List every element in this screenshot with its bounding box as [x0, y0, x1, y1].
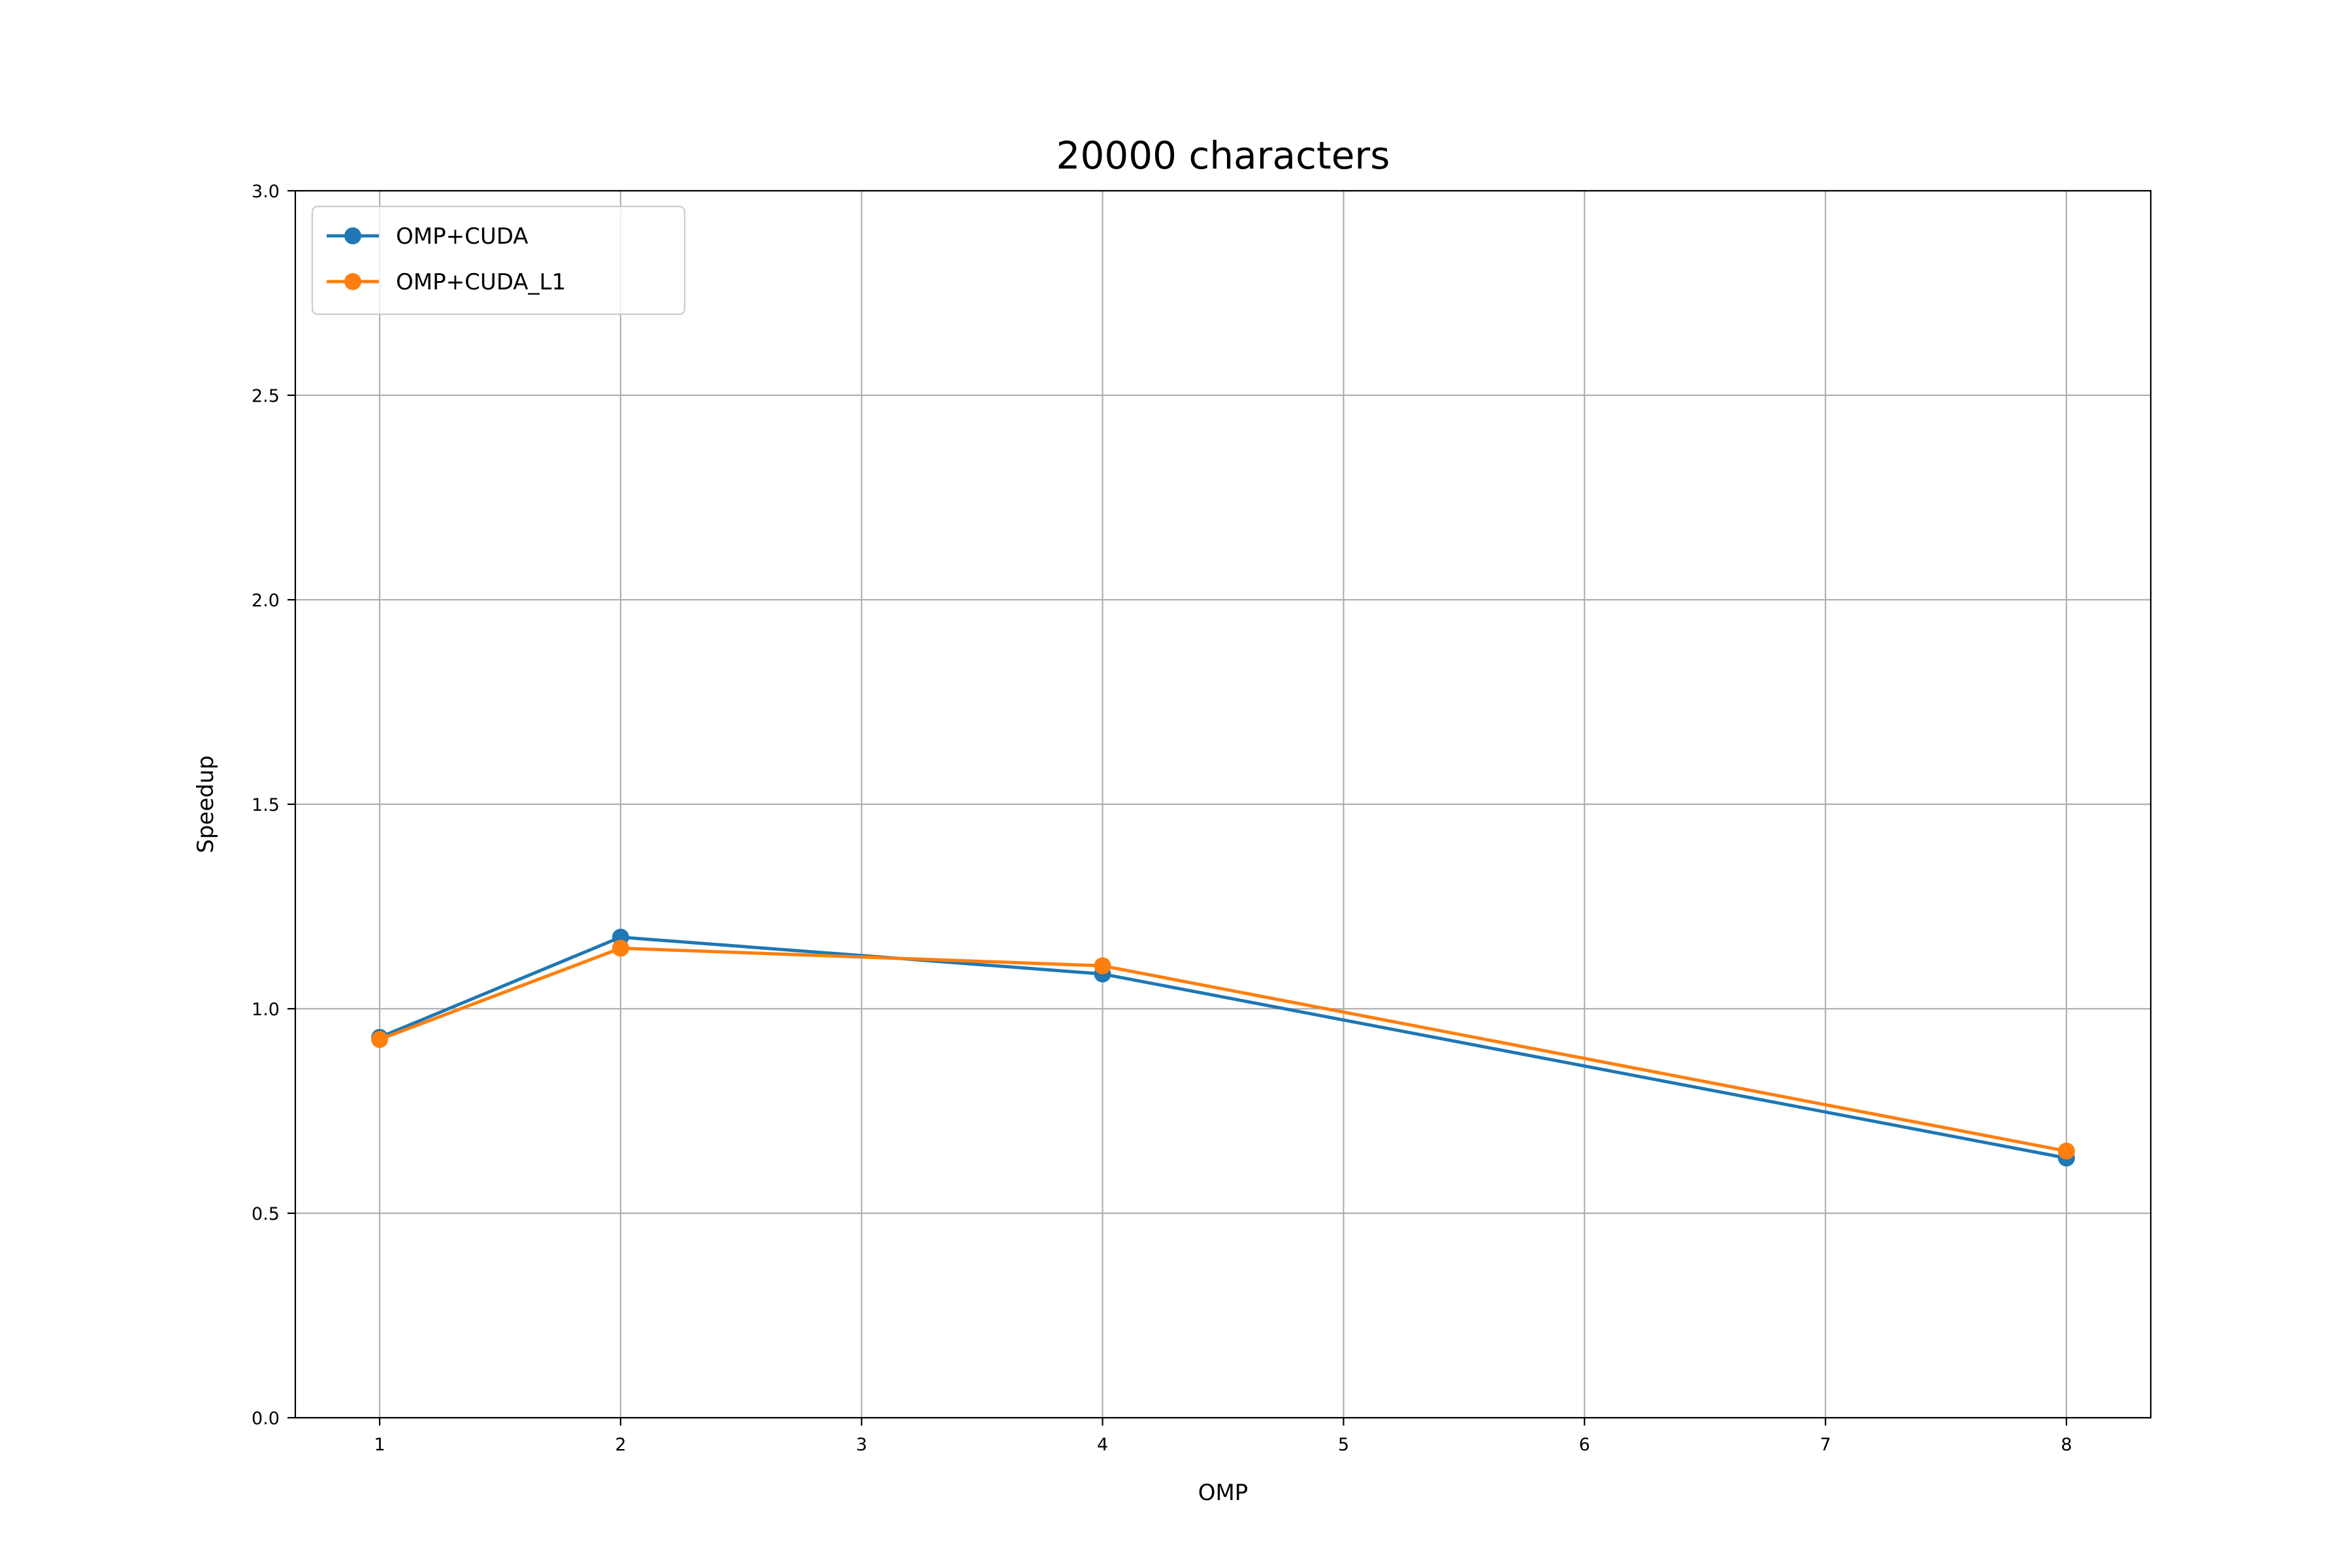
legend-box — [311, 205, 686, 316]
x-tick-label: 4 — [1097, 1435, 1108, 1455]
data-series — [371, 928, 2075, 1167]
y-tick-label: 0.5 — [252, 1204, 280, 1224]
legend: OMP+CUDA OMP+CUDA_L1 — [311, 205, 686, 316]
series-line — [379, 946, 2067, 1153]
x-tick-label: 8 — [2061, 1435, 2072, 1455]
y-tick-label: 0.0 — [252, 1409, 280, 1429]
plot-area-frame — [294, 189, 2152, 1419]
legend-item: OMP+CUDA_L1 — [327, 269, 566, 295]
data-point — [371, 1030, 389, 1048]
legend-label: OMP+CUDA_L1 — [396, 269, 566, 295]
x-axis-label: OMP — [1198, 1480, 1249, 1506]
legend-marker — [344, 227, 361, 244]
x-tick-label: 5 — [1338, 1435, 1349, 1455]
x-tick-label: 6 — [1579, 1435, 1590, 1455]
x-tick-label: 2 — [615, 1435, 626, 1455]
data-point — [1094, 957, 1111, 975]
axis-ticks: 1 2 3 4 5 6 7 8 0.0 0.5 1.0 1.5 2.0 2.5 3.0 — [252, 182, 2072, 1455]
legend-label: OMP+CUDA — [396, 223, 529, 250]
y-tick-label: 1.5 — [252, 795, 280, 815]
legend-item: OMP+CUDA — [327, 223, 529, 250]
chart-title: 20000 characters — [1056, 133, 1390, 178]
y-tick-label: 2.5 — [252, 386, 280, 406]
y-tick-label: 1.0 — [252, 1000, 280, 1020]
data-point — [2057, 1142, 2075, 1160]
x-tick-label: 3 — [856, 1435, 867, 1455]
y-tick-label: 3.0 — [252, 182, 280, 202]
y-axis-label: Speedup — [193, 755, 219, 853]
x-tick-label: 7 — [1820, 1435, 1831, 1455]
series-omp-cuda-l1 — [371, 939, 2075, 1160]
x-tick-label: 1 — [374, 1435, 385, 1455]
data-point — [612, 939, 629, 957]
y-tick-label: 2.0 — [252, 591, 280, 611]
legend-marker — [344, 273, 361, 290]
